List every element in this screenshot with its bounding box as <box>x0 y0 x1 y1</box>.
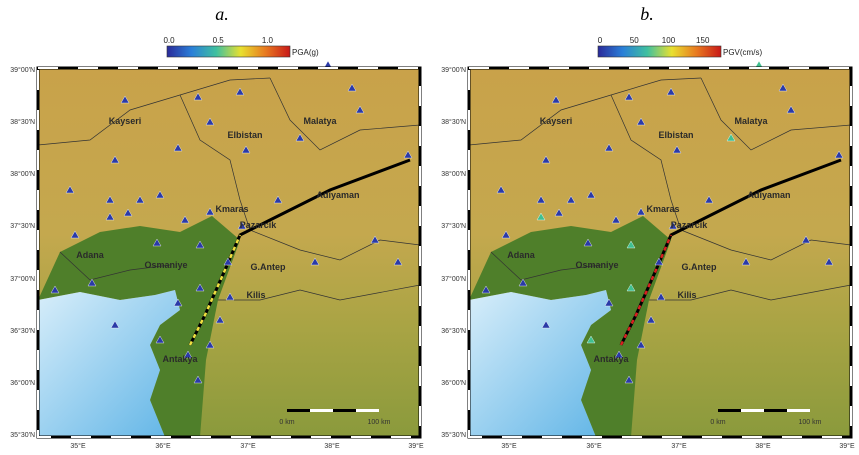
lat-tick-label: 37°30'N <box>10 222 35 230</box>
lat-tick-label: 35°30'N <box>441 431 466 439</box>
lon-tick-label: 37°E <box>671 442 687 450</box>
lon-tick-label: 35°E <box>501 442 517 450</box>
colorbar-unit: PGA(g) <box>292 48 319 57</box>
scale-label: 100 km <box>799 419 822 426</box>
colorbar-unit: PGV(cm/s) <box>723 48 762 57</box>
lon-tick-label: 37°E <box>240 442 256 450</box>
city-label: Kayseri <box>540 116 573 126</box>
lat-tick-label: 37°30'N <box>441 222 466 230</box>
lat-tick-label: 38°30'N <box>441 118 466 126</box>
panel-label: a. <box>215 4 229 24</box>
colorbar <box>167 46 290 57</box>
colorbar-tick-label: 150 <box>696 36 710 45</box>
lat-tick-label: 37°00'N <box>441 275 466 283</box>
colorbar-tick-label: 0 <box>598 36 603 45</box>
lon-tick-label: 39°E <box>408 442 424 450</box>
city-label: Kmaras <box>646 204 679 214</box>
city-label: Adiyaman <box>747 190 790 200</box>
city-label: Elbistan <box>227 130 262 140</box>
lon-tick-label: 39°E <box>839 442 855 450</box>
lat-tick-label: 36°00'N <box>10 379 35 387</box>
scale-bar-seg <box>310 409 333 412</box>
city-label: Adana <box>76 250 105 260</box>
panel-label: b. <box>640 4 654 24</box>
city-label: Antakya <box>593 354 629 364</box>
colorbar <box>598 46 721 57</box>
lon-tick-label: 36°E <box>155 442 171 450</box>
scale-label: 100 km <box>368 419 391 426</box>
map-panel: b. 0 50 100 150 PGV(cm/s) Kayseri Elbistan Malat… <box>441 4 855 450</box>
lat-tick-label: 37°00'N <box>10 275 35 283</box>
scale-label: 0 km <box>279 419 294 426</box>
lat-tick-label: 39°00'N <box>10 66 35 74</box>
city-label: Malatya <box>303 116 337 126</box>
colorbar-tick-label: 50 <box>630 36 639 45</box>
lat-tick-label: 36°30'N <box>10 327 35 335</box>
lat-tick-label: 36°00'N <box>441 379 466 387</box>
city-label: Pazarcik <box>671 220 709 230</box>
lat-tick-label: 38°00'N <box>10 170 35 178</box>
scale-bar-seg <box>787 409 810 412</box>
city-label: Adana <box>507 250 536 260</box>
city-label: G.Antep <box>682 262 718 272</box>
city-label: Pazarcik <box>240 220 278 230</box>
lat-tick-label: 39°00'N <box>441 66 466 74</box>
lat-tick-label: 35°30'N <box>10 431 35 439</box>
map-panel: a. 0.0 0.5 1.0 PGA(g) Kayseri Elbistan Malatya A… <box>10 4 424 450</box>
lat-tick-label: 38°30'N <box>10 118 35 126</box>
colorbar-tick-label: 0.0 <box>163 36 175 45</box>
lat-tick-label: 36°30'N <box>441 327 466 335</box>
city-label: Elbistan <box>658 130 693 140</box>
lat-tick-label: 38°00'N <box>441 170 466 178</box>
lon-tick-label: 38°E <box>755 442 771 450</box>
city-label: Adiyaman <box>316 190 359 200</box>
scale-bar-seg <box>356 409 379 412</box>
colorbar-tick-label: 0.5 <box>213 36 225 45</box>
colorbar-tick-label: 1.0 <box>262 36 274 45</box>
scale-bar-seg <box>741 409 764 412</box>
city-label: Kayseri <box>109 116 142 126</box>
colorbar-tick-label: 100 <box>662 36 676 45</box>
scale-label: 0 km <box>710 419 725 426</box>
city-label: Antakya <box>162 354 198 364</box>
lon-tick-label: 35°E <box>70 442 86 450</box>
lon-tick-label: 38°E <box>324 442 340 450</box>
city-label: Osmaniye <box>575 260 618 270</box>
figure: a. 0.0 0.5 1.0 PGA(g) Kayseri Elbistan Malatya A… <box>0 0 859 455</box>
city-label: Kilis <box>246 290 265 300</box>
city-label: Kilis <box>677 290 696 300</box>
city-label: Kmaras <box>215 204 248 214</box>
lon-tick-label: 36°E <box>586 442 602 450</box>
city-label: Malatya <box>734 116 768 126</box>
city-label: Osmaniye <box>144 260 187 270</box>
city-label: G.Antep <box>251 262 287 272</box>
